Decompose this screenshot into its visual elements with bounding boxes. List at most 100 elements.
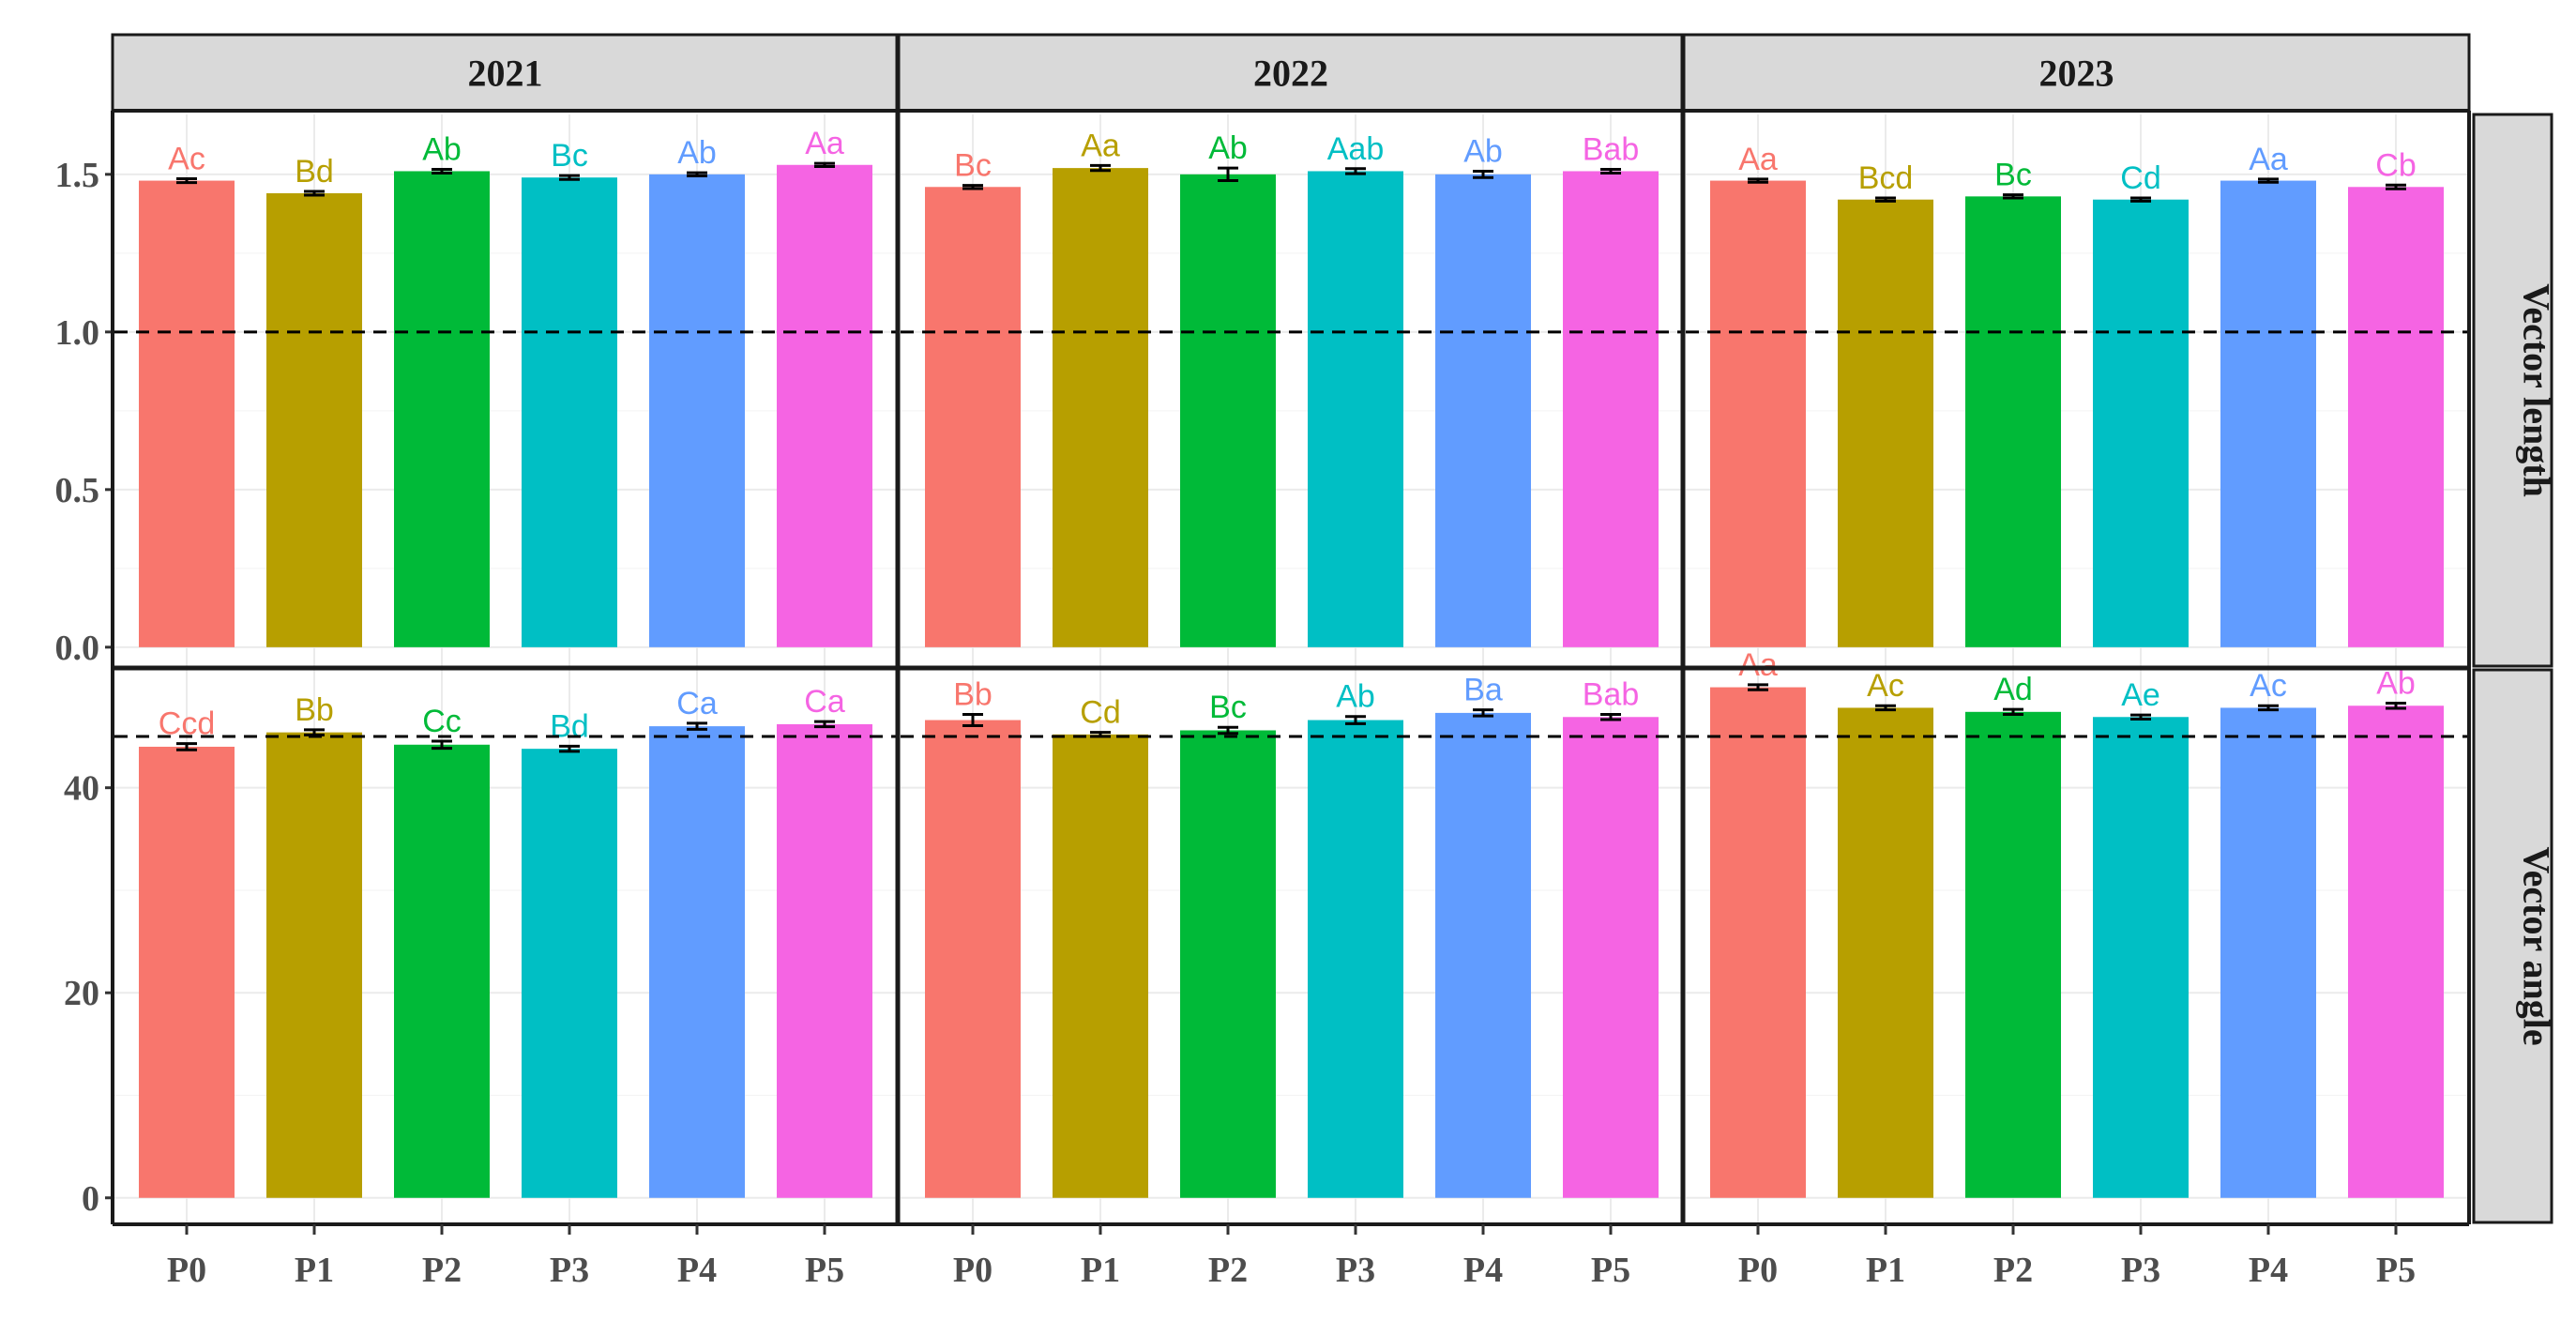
x-tick-label: P4 xyxy=(1463,1251,1503,1290)
bar-P5 xyxy=(777,723,872,1198)
significance-label: Bd xyxy=(295,154,334,190)
x-tick-label: P1 xyxy=(1866,1251,1905,1290)
facet-row-label: Vector length xyxy=(2516,283,2558,497)
bar-P5 xyxy=(1563,171,1659,647)
x-tick-label: P4 xyxy=(2249,1251,2288,1290)
x-tick-label: P0 xyxy=(953,1251,993,1290)
panel-background xyxy=(901,670,1681,1222)
significance-label: Ab xyxy=(1336,679,1375,715)
bar-P4 xyxy=(2220,180,2316,647)
bar-P0 xyxy=(1710,687,1806,1198)
y-tick-label: 40 xyxy=(64,769,99,809)
significance-label: Ac xyxy=(2250,668,2287,704)
facet-strip-label: 2021 xyxy=(468,53,543,95)
bar-P3 xyxy=(1308,171,1403,647)
significance-label: Ac xyxy=(1867,668,1904,704)
y-tick-label: 20 xyxy=(64,974,99,1013)
y-tick-label: 0.5 xyxy=(55,471,100,510)
facet-strip-0 xyxy=(2472,113,2553,668)
bar-P0 xyxy=(139,180,235,647)
significance-label: Aa xyxy=(1081,128,1120,163)
significance-label: Ab xyxy=(1463,133,1503,169)
bar-P1 xyxy=(1053,168,1148,647)
bar-P2 xyxy=(394,744,490,1198)
bar-P1 xyxy=(1053,734,1148,1198)
significance-label: Ab xyxy=(1208,130,1248,166)
facet-strip-label: 2022 xyxy=(1253,53,1328,95)
x-tick-label: P5 xyxy=(805,1251,844,1290)
significance-label: Cd xyxy=(2120,160,2160,196)
bar-P1 xyxy=(1838,707,1933,1198)
bar-P5 xyxy=(1563,717,1659,1198)
x-tick-label: P2 xyxy=(1993,1251,2033,1290)
x-tick-label: P3 xyxy=(2121,1251,2160,1290)
x-tick-label: P0 xyxy=(167,1251,206,1290)
facet-row-label: Vector angle xyxy=(2516,846,2558,1045)
significance-label: Bab xyxy=(1583,677,1640,713)
significance-label: Bab xyxy=(1583,131,1640,167)
significance-label: Aa xyxy=(805,126,844,161)
panel-background xyxy=(1686,670,2467,1222)
x-tick-label: P3 xyxy=(550,1251,589,1290)
bar-P4 xyxy=(2220,707,2316,1198)
significance-label: Bb xyxy=(295,692,334,728)
bar-P3 xyxy=(522,749,617,1198)
facet-strip-1 xyxy=(2472,668,2553,1224)
bar-P2 xyxy=(1965,711,2061,1198)
x-tick-label: P1 xyxy=(1081,1251,1120,1290)
significance-label: Cb xyxy=(2375,147,2416,183)
bar-P0 xyxy=(1710,180,1806,647)
bar-P2 xyxy=(1965,196,2061,647)
significance-label: Cc xyxy=(422,704,462,739)
significance-label: Bb xyxy=(953,677,993,713)
panel-background xyxy=(114,114,896,666)
significance-label: Aa xyxy=(1738,647,1778,683)
significance-label: Bc xyxy=(1994,158,2032,193)
significance-label: Aa xyxy=(2249,142,2288,177)
bar-P3 xyxy=(2093,199,2189,647)
significance-label: Bd xyxy=(550,708,589,744)
bar-P0 xyxy=(925,720,1021,1198)
bar-P1 xyxy=(266,193,362,647)
bar-P5 xyxy=(777,164,872,647)
y-tick-label: 1.0 xyxy=(55,313,100,353)
bar-P1 xyxy=(266,732,362,1198)
bar-P5 xyxy=(2348,706,2444,1198)
bar-P2 xyxy=(394,171,490,647)
x-tick-label: P1 xyxy=(295,1251,334,1290)
bar-P0 xyxy=(139,746,235,1198)
panel-background xyxy=(114,670,896,1222)
significance-label: Ae xyxy=(2121,677,2160,713)
significance-label: Bc xyxy=(954,148,992,184)
bar-P2 xyxy=(1180,174,1276,647)
bar-P4 xyxy=(1435,174,1531,647)
x-tick-label: P2 xyxy=(1208,1251,1248,1290)
x-tick-label: P3 xyxy=(1336,1251,1375,1290)
significance-label: Ca xyxy=(804,684,845,720)
y-tick-label: 1.5 xyxy=(55,156,100,195)
bar-P2 xyxy=(1180,730,1276,1198)
facet-strip-label: 2023 xyxy=(2039,53,2114,95)
significance-label: Ac xyxy=(168,142,205,177)
significance-label: Ab xyxy=(677,135,717,171)
significance-label: Bc xyxy=(1209,690,1247,725)
y-tick-label: 0.0 xyxy=(55,629,100,668)
facet-strip-2023 xyxy=(1682,33,2471,113)
panel-background xyxy=(1686,114,2467,666)
x-tick-label: P0 xyxy=(1738,1251,1778,1290)
x-tick-label: P2 xyxy=(422,1251,462,1290)
x-tick-label: P4 xyxy=(677,1251,717,1290)
significance-label: Bc xyxy=(551,138,588,174)
significance-label: Ab xyxy=(422,131,462,167)
significance-label: Aa xyxy=(1738,142,1778,177)
bar-P4 xyxy=(649,174,745,647)
y-tick-label: 0 xyxy=(82,1179,99,1219)
bar-P0 xyxy=(925,187,1021,647)
significance-label: Ca xyxy=(676,686,718,721)
bar-P3 xyxy=(2093,717,2189,1198)
significance-label: Ba xyxy=(1463,673,1503,708)
significance-label: Ab xyxy=(2376,666,2416,702)
significance-label: Aab xyxy=(1327,131,1385,167)
